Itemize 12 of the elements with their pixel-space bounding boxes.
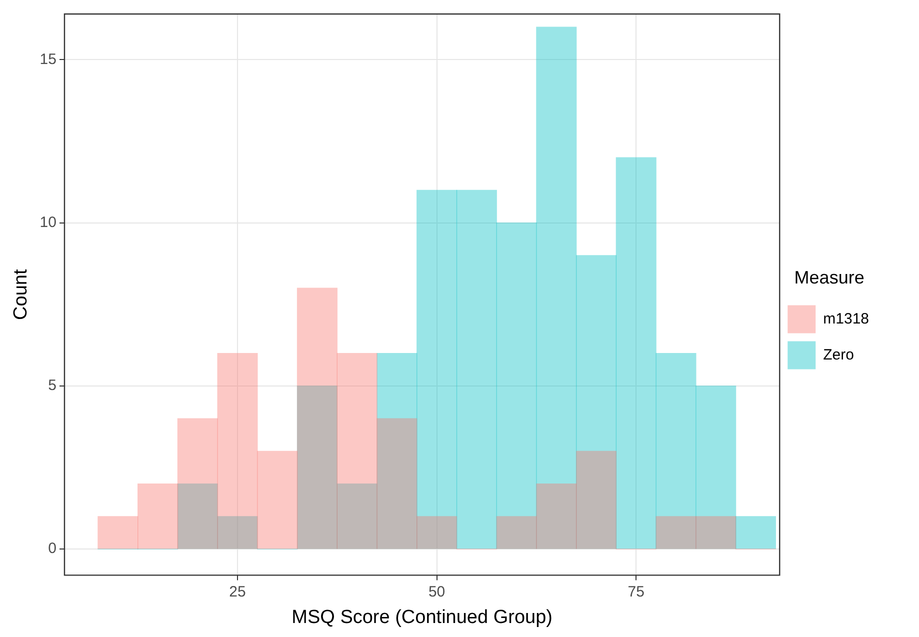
x-tick-label: 25	[229, 583, 246, 600]
y-tick-label: 10	[40, 214, 56, 231]
y-axis-title: Count	[10, 268, 32, 320]
y-tick-label: 15	[40, 50, 56, 68]
legend-label: Zero	[823, 346, 854, 364]
x-tick-label: 75	[628, 583, 644, 600]
legend-label: m1318	[823, 310, 870, 328]
x-tick-label: 50	[428, 583, 446, 600]
y-tick-label: 5	[48, 377, 56, 394]
y-tick-label: 0	[48, 540, 56, 558]
legend-title: Measure	[794, 268, 864, 288]
x-axis-title: MSQ Score (Continued Group)	[292, 606, 552, 628]
